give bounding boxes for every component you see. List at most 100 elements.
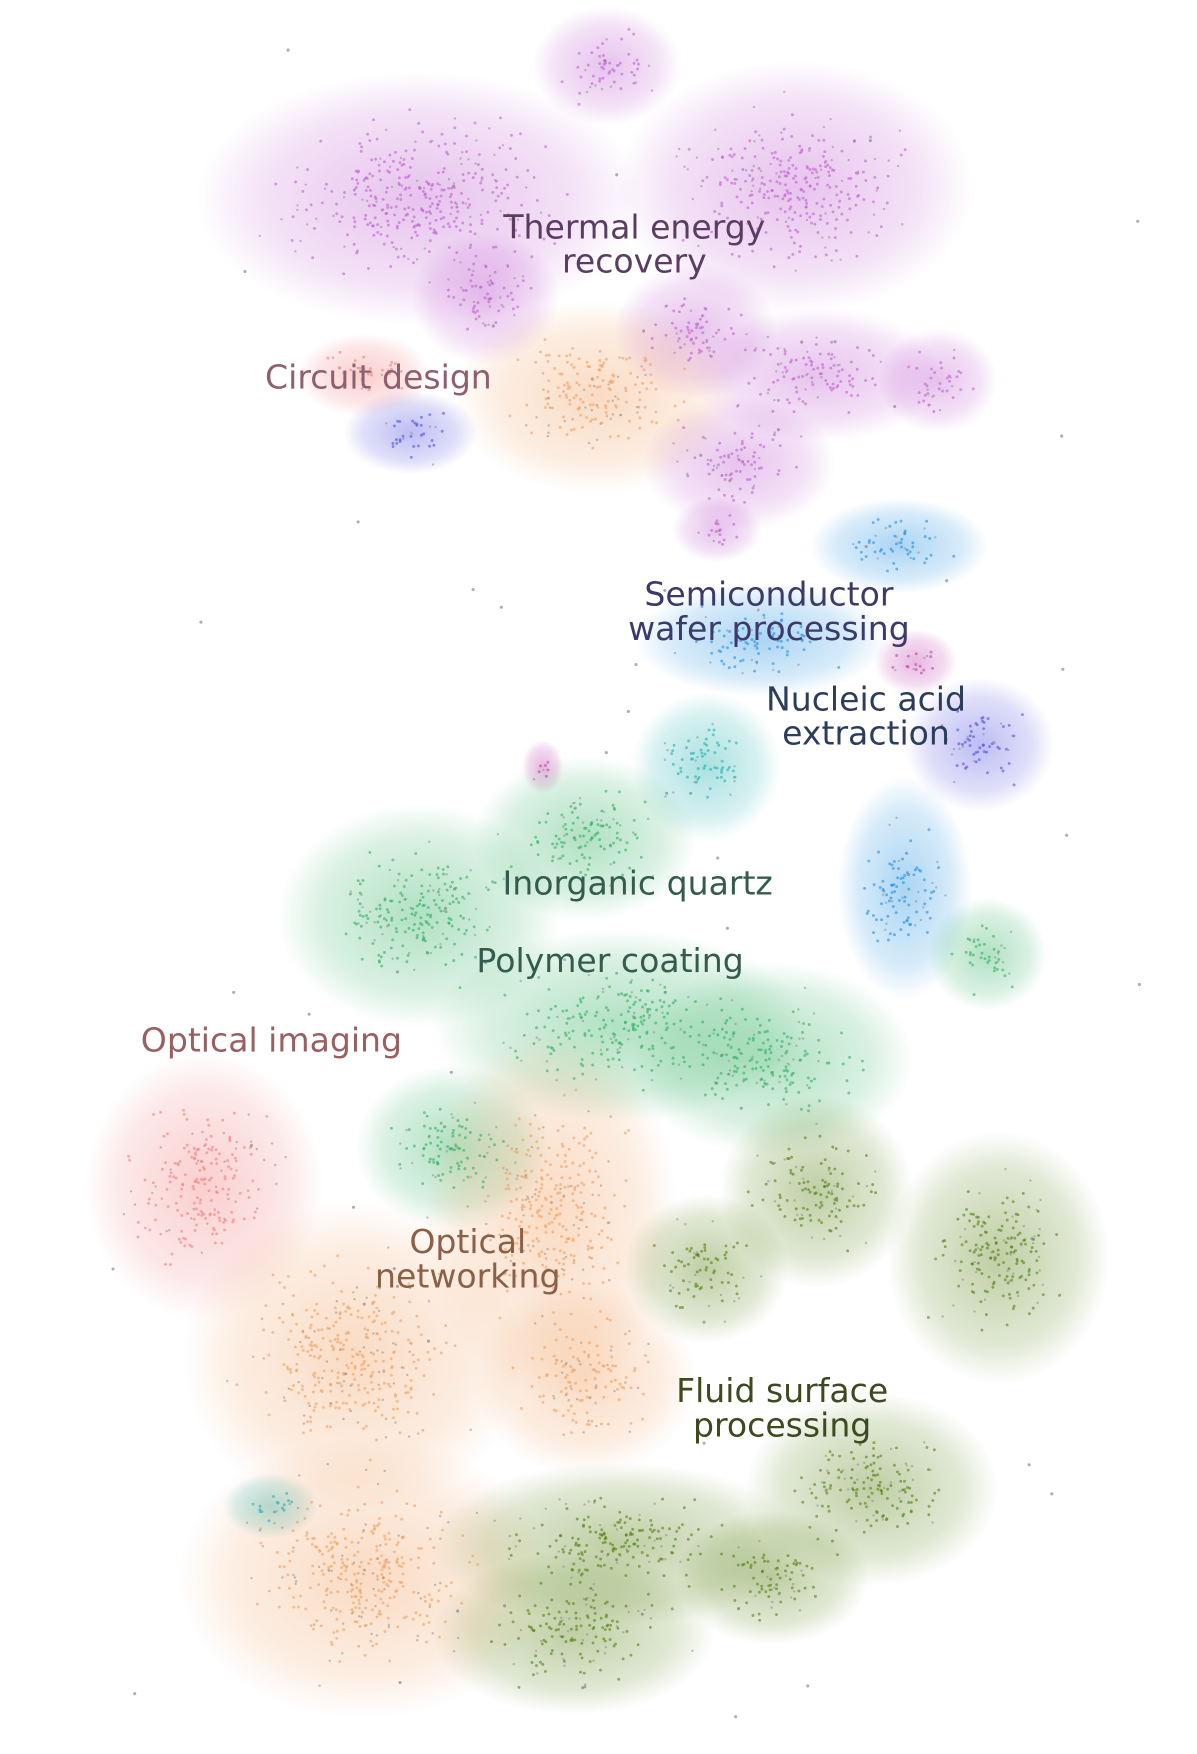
point bbox=[626, 709, 630, 714]
point bbox=[399, 1167, 402, 1170]
point bbox=[595, 818, 599, 822]
point bbox=[531, 1239, 535, 1243]
point bbox=[496, 194, 500, 198]
point bbox=[1002, 1239, 1006, 1242]
point bbox=[695, 156, 699, 159]
point bbox=[345, 1565, 348, 1569]
point bbox=[547, 1268, 551, 1271]
point bbox=[706, 458, 710, 462]
point bbox=[673, 651, 677, 655]
point bbox=[361, 1403, 365, 1407]
point bbox=[927, 828, 931, 832]
point bbox=[539, 1186, 543, 1190]
point bbox=[580, 1398, 584, 1402]
point bbox=[466, 327, 469, 331]
point bbox=[790, 1586, 794, 1590]
point bbox=[925, 930, 929, 934]
point bbox=[764, 1590, 768, 1594]
point bbox=[720, 1027, 724, 1031]
point bbox=[632, 1023, 636, 1027]
point bbox=[353, 1572, 357, 1576]
point bbox=[873, 157, 877, 161]
point bbox=[681, 1523, 684, 1527]
point bbox=[733, 1064, 737, 1068]
point bbox=[727, 1281, 730, 1284]
point bbox=[776, 1572, 780, 1576]
point bbox=[479, 285, 483, 289]
point bbox=[858, 1502, 862, 1506]
point bbox=[377, 1370, 381, 1374]
point bbox=[817, 1038, 821, 1042]
point bbox=[555, 1184, 558, 1187]
point bbox=[1011, 1272, 1015, 1275]
point bbox=[419, 1547, 423, 1551]
point bbox=[431, 463, 435, 466]
point bbox=[901, 223, 904, 226]
point bbox=[1039, 1198, 1042, 1202]
point bbox=[516, 1236, 520, 1240]
point bbox=[570, 1387, 573, 1391]
point bbox=[299, 239, 302, 243]
point bbox=[923, 535, 927, 539]
point bbox=[420, 434, 423, 437]
point bbox=[316, 1328, 320, 1332]
point bbox=[527, 1612, 531, 1616]
point bbox=[323, 187, 327, 191]
point bbox=[928, 403, 931, 407]
point bbox=[891, 549, 895, 553]
point bbox=[586, 1244, 590, 1248]
point bbox=[449, 1594, 453, 1598]
point bbox=[565, 395, 569, 399]
point bbox=[769, 247, 773, 251]
point bbox=[480, 179, 483, 182]
point bbox=[658, 999, 662, 1002]
point bbox=[827, 1458, 831, 1462]
point bbox=[401, 944, 405, 948]
point bbox=[407, 186, 411, 190]
point bbox=[373, 216, 377, 220]
point bbox=[287, 1387, 291, 1390]
point bbox=[578, 1399, 582, 1402]
point bbox=[863, 887, 867, 890]
point bbox=[662, 1015, 666, 1019]
point bbox=[639, 989, 643, 993]
point bbox=[779, 1600, 783, 1604]
point bbox=[772, 380, 776, 384]
point bbox=[711, 630, 715, 634]
point bbox=[210, 1145, 214, 1149]
point bbox=[905, 548, 909, 552]
point bbox=[596, 375, 599, 379]
point bbox=[757, 167, 761, 170]
point bbox=[436, 890, 440, 894]
point bbox=[790, 1072, 794, 1075]
point bbox=[653, 1539, 656, 1542]
point bbox=[898, 1497, 901, 1500]
point bbox=[415, 223, 419, 227]
point bbox=[560, 1371, 564, 1374]
point bbox=[541, 1315, 544, 1318]
point bbox=[647, 1592, 650, 1596]
point bbox=[287, 1552, 291, 1555]
point bbox=[393, 362, 397, 366]
point bbox=[925, 910, 929, 914]
point bbox=[776, 428, 780, 432]
point bbox=[766, 1575, 769, 1579]
point bbox=[807, 1023, 811, 1027]
point bbox=[688, 1034, 692, 1038]
point bbox=[420, 884, 424, 888]
point bbox=[356, 1508, 360, 1512]
point bbox=[717, 212, 721, 216]
point bbox=[830, 340, 834, 344]
point bbox=[413, 1504, 417, 1508]
point bbox=[358, 1350, 362, 1353]
point bbox=[941, 1253, 945, 1257]
point bbox=[866, 1476, 870, 1480]
point bbox=[502, 1041, 505, 1045]
point bbox=[560, 372, 564, 376]
point bbox=[551, 855, 555, 859]
point bbox=[824, 379, 828, 382]
point bbox=[505, 1177, 509, 1181]
point bbox=[381, 932, 384, 936]
point bbox=[554, 1004, 557, 1008]
point bbox=[492, 245, 495, 249]
